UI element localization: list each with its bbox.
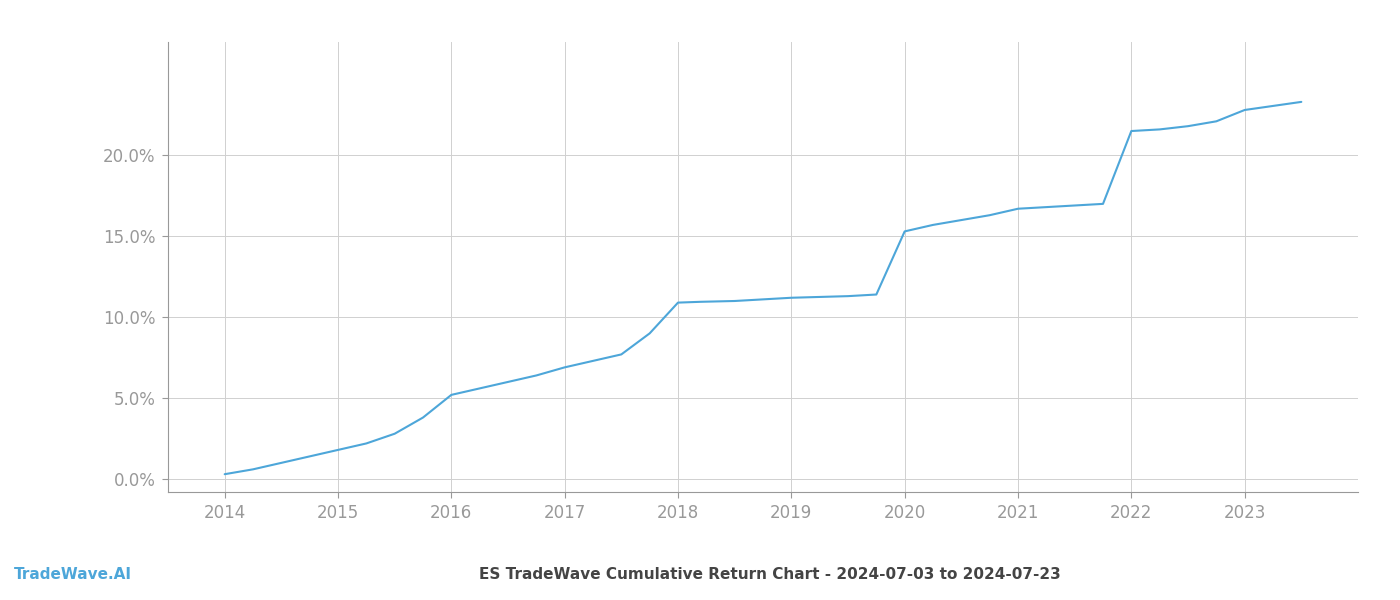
Text: ES TradeWave Cumulative Return Chart - 2024-07-03 to 2024-07-23: ES TradeWave Cumulative Return Chart - 2…: [479, 567, 1061, 582]
Text: TradeWave.AI: TradeWave.AI: [14, 567, 132, 582]
